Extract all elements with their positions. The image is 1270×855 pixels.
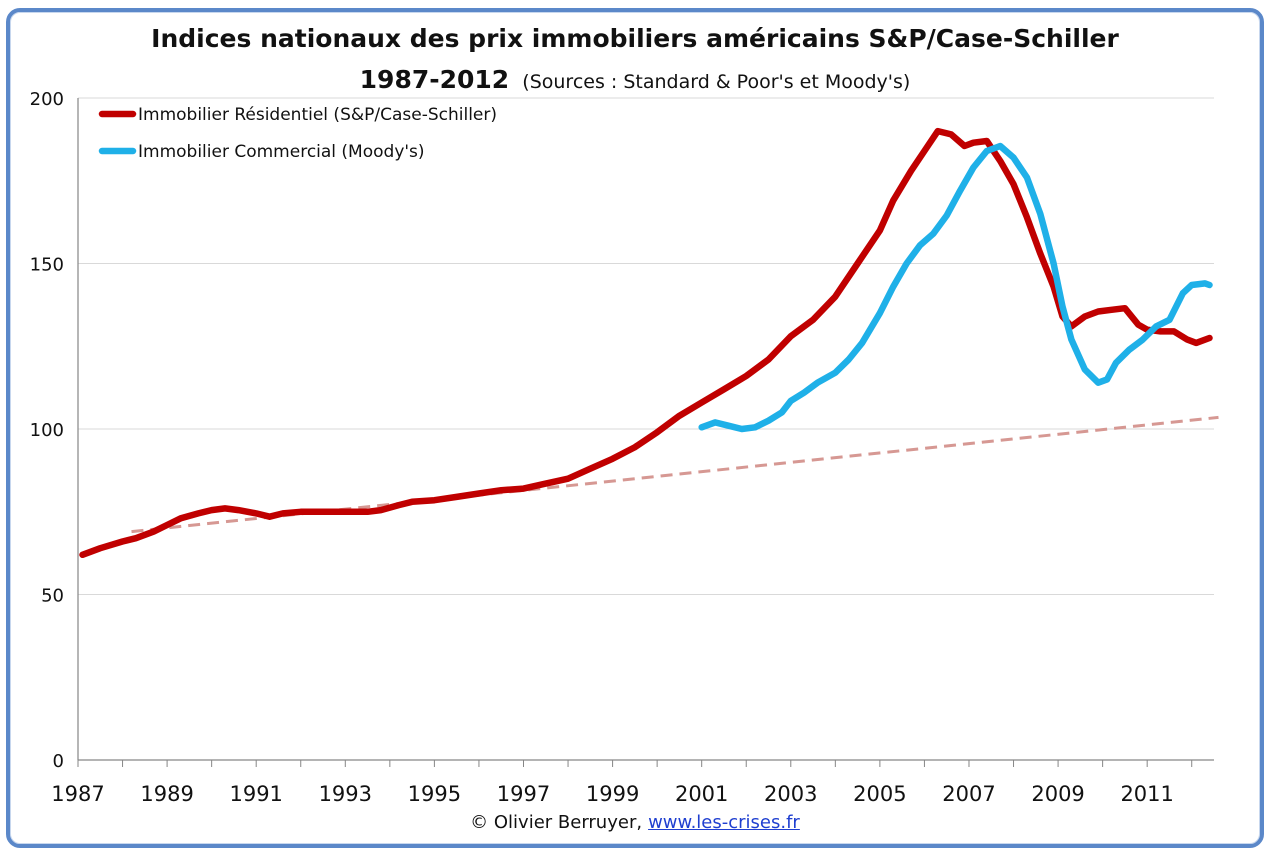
legend-item-commercial: Immobilier Commercial (Moody's) bbox=[98, 142, 425, 162]
x-tick-label: 1995 bbox=[408, 782, 461, 806]
chart-subtitle-line: 1987-2012 (Sources : Standard & Poor's e… bbox=[0, 65, 1270, 94]
y-tick-label: 0 bbox=[53, 751, 64, 772]
y-tick-label: 50 bbox=[41, 586, 64, 607]
x-tick-label: 2003 bbox=[764, 782, 817, 806]
x-tick-label: 2011 bbox=[1120, 782, 1173, 806]
series-line-commercial bbox=[698, 142, 1213, 433]
x-tick-label: 1991 bbox=[229, 782, 282, 806]
x-tick-label: 2007 bbox=[942, 782, 995, 806]
y-tick-label: 100 bbox=[30, 420, 64, 441]
legend: Immobilier Résidentiel (S&P/Case-Schille… bbox=[98, 105, 497, 162]
chart-title: Indices nationaux des prix immobiliers a… bbox=[151, 24, 1119, 53]
x-tick-label: 2005 bbox=[853, 782, 906, 806]
series-lines bbox=[79, 127, 1219, 559]
x-tick-label: 2009 bbox=[1031, 782, 1084, 806]
x-tick-label: 1997 bbox=[497, 782, 550, 806]
legend-item-residential: Immobilier Résidentiel (S&P/Case-Schille… bbox=[98, 105, 497, 125]
legend-label: Immobilier Résidentiel (S&P/Case-Schille… bbox=[138, 105, 497, 125]
y-tick-label: 200 bbox=[30, 89, 64, 110]
chart-frame bbox=[6, 8, 1264, 848]
grid-lines bbox=[78, 97, 1214, 595]
footer-credit: © Olivier Berruyer, www.les-crises.fr bbox=[0, 812, 1270, 833]
x-tick-label: 1987 bbox=[51, 782, 104, 806]
source-note: (Sources : Standard & Poor's et Moody's) bbox=[522, 71, 911, 93]
website-link[interactable]: www.les-crises.fr bbox=[648, 812, 800, 833]
x-tick-label: 2001 bbox=[675, 782, 728, 806]
legend-label: Immobilier Commercial (Moody's) bbox=[138, 142, 425, 162]
x-tick-label: 1989 bbox=[140, 782, 193, 806]
axes: 0 50 100 150 200 1987 1989 1991 1993 1995 1997 1999… bbox=[30, 89, 1214, 806]
series-line-residential bbox=[79, 127, 1213, 559]
x-tick-label: 1993 bbox=[319, 782, 372, 806]
x-tick-label: 1999 bbox=[586, 782, 639, 806]
chart-subtitle: 1987-2012 bbox=[359, 65, 510, 94]
y-tick-label: 150 bbox=[30, 255, 64, 276]
credit-text: © Olivier Berruyer, bbox=[470, 812, 643, 833]
